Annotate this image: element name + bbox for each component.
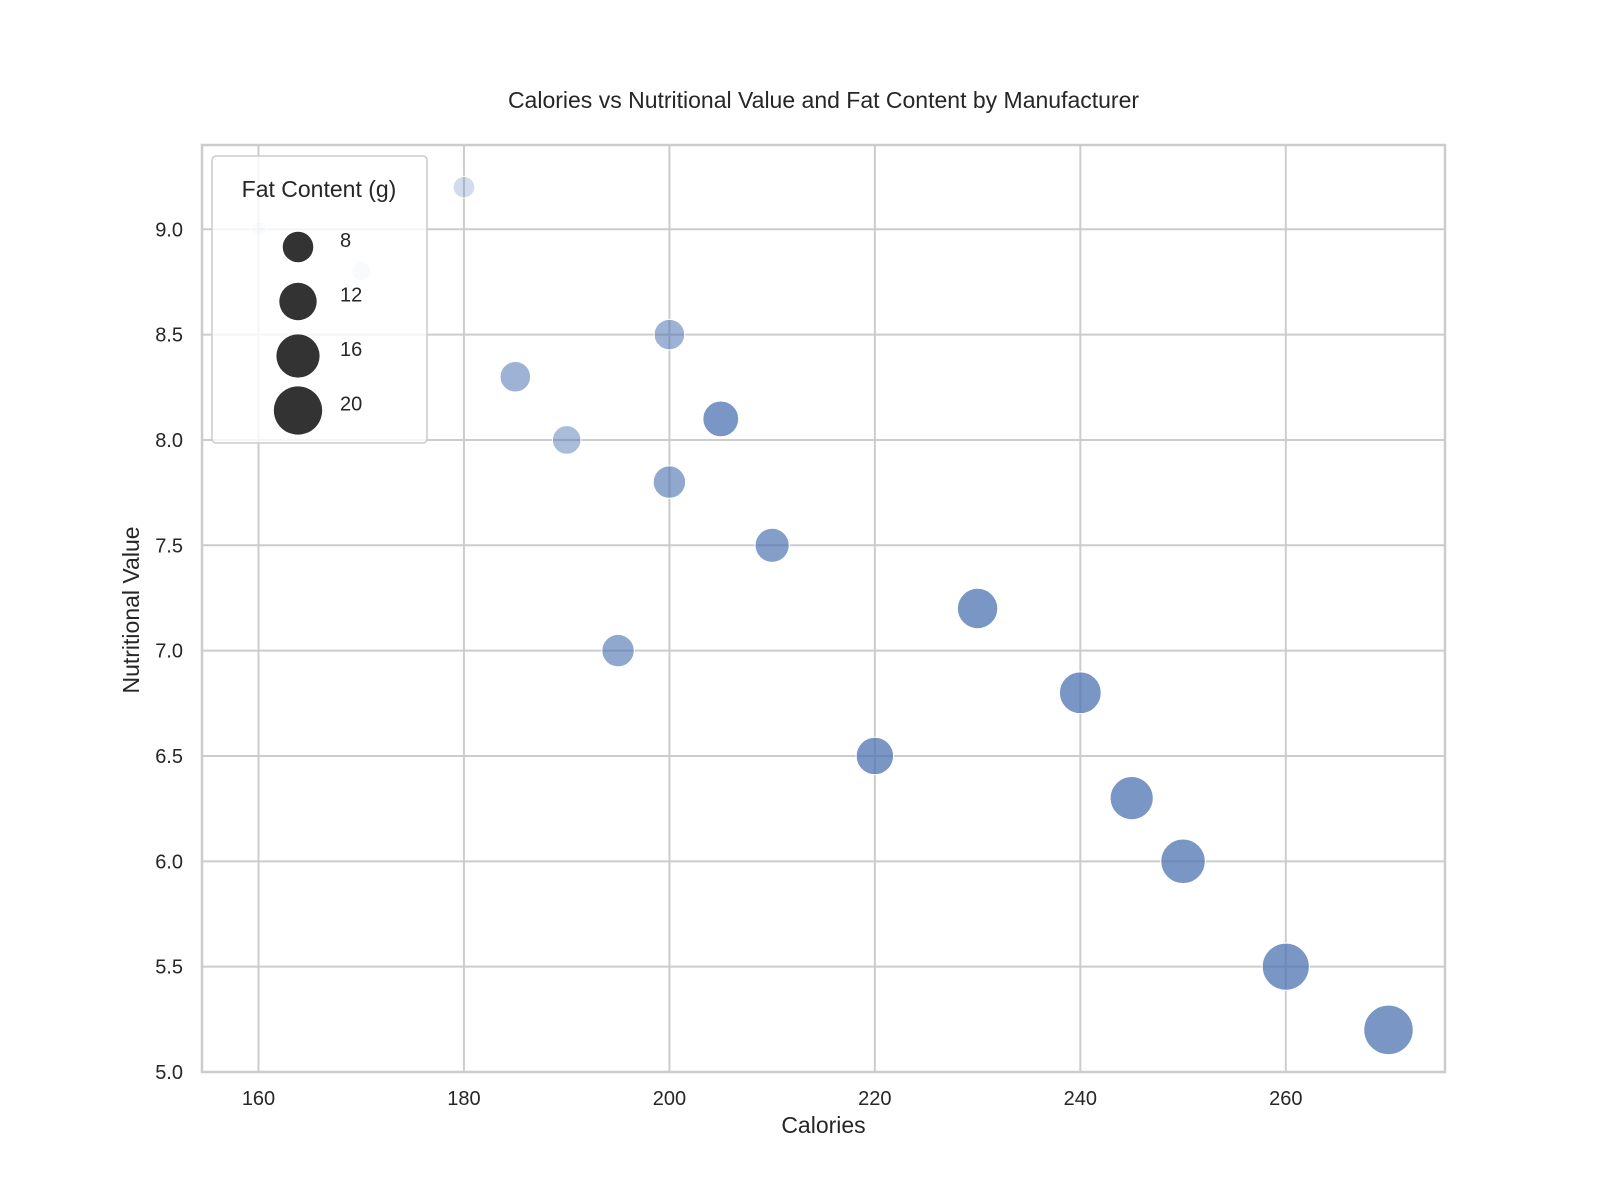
x-tick-labels: 160 180 200 220 240 260 xyxy=(242,1088,1303,1110)
y-tick-label: 9.0 xyxy=(155,219,183,241)
data-point xyxy=(452,175,476,199)
y-tick-label: 7.5 xyxy=(155,535,183,557)
data-point xyxy=(956,587,999,630)
chart-title: Calories vs Nutritional Value and Fat Co… xyxy=(508,87,1139,113)
legend-size-label: 16 xyxy=(340,339,362,361)
y-tick-labels: 5.0 5.5 6.0 6.5 7.0 7.5 8.0 8.5 9.0 xyxy=(155,219,183,1084)
legend-title: Fat Content (g) xyxy=(242,176,397,202)
x-tick-label: 200 xyxy=(653,1088,686,1110)
grid-lines xyxy=(202,145,1445,1073)
data-point xyxy=(754,527,790,563)
data-point xyxy=(652,465,687,499)
data-point xyxy=(1363,1004,1414,1056)
data-point xyxy=(1058,671,1102,715)
data-point xyxy=(702,400,740,438)
x-tick-label: 160 xyxy=(242,1088,275,1110)
y-tick-label: 6.5 xyxy=(155,746,183,768)
data-point xyxy=(1261,942,1310,991)
data-point xyxy=(1160,838,1206,885)
y-tick-label: 6.0 xyxy=(155,851,183,873)
legend-items: 8 12 16 20 xyxy=(273,230,362,435)
data-point xyxy=(1109,776,1154,821)
legend-size-label: 8 xyxy=(340,230,351,252)
y-tick-label: 5.5 xyxy=(155,957,183,979)
x-axis-label: Calories xyxy=(781,1112,865,1138)
legend-size-label: 12 xyxy=(340,285,362,307)
legend-size-marker xyxy=(282,231,314,263)
data-point xyxy=(499,360,532,393)
x-tick-label: 240 xyxy=(1064,1088,1097,1110)
legend-size-marker xyxy=(279,282,317,321)
legend-size-label: 20 xyxy=(340,394,362,416)
y-tick-label: 8.5 xyxy=(155,325,183,347)
y-tick-label: 7.0 xyxy=(155,641,183,663)
legend-size-marker xyxy=(276,334,320,378)
x-tick-label: 180 xyxy=(447,1088,480,1110)
data-point xyxy=(551,425,582,455)
plot-area-frame xyxy=(200,143,1447,1074)
data-point xyxy=(601,633,635,668)
data-point xyxy=(653,318,686,351)
x-tick-label: 220 xyxy=(858,1088,891,1110)
y-tick-label: 8.0 xyxy=(155,430,183,452)
x-tick-label: 260 xyxy=(1269,1088,1302,1110)
y-axis-label: Nutritional Value xyxy=(118,526,144,693)
legend-size-marker xyxy=(273,386,323,435)
y-tick-label: 5.0 xyxy=(155,1062,183,1084)
legend-box xyxy=(211,155,428,444)
data-point xyxy=(855,736,895,776)
legend: Fat Content (g) 8 12 16 20 xyxy=(211,155,428,444)
